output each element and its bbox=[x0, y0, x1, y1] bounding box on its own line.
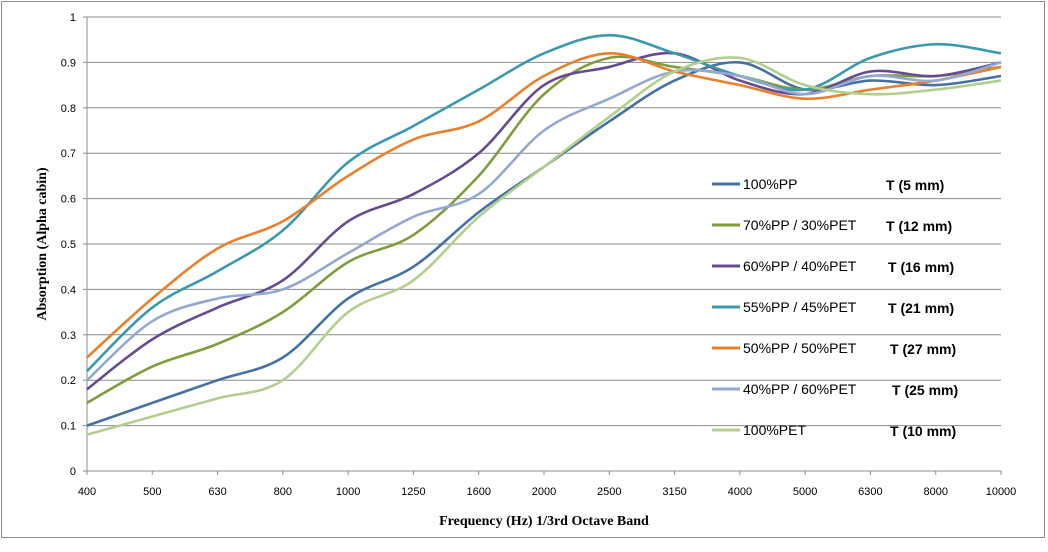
legend-thickness: T (10 mm) bbox=[890, 423, 956, 439]
x-tick-label: 6300 bbox=[858, 486, 882, 498]
legend-thickness: T (21 mm) bbox=[888, 300, 954, 316]
legend-label: 50%PP / 50%PET bbox=[743, 340, 857, 356]
legend-label: 70%PP / 30%PET bbox=[743, 217, 857, 233]
legend-label: 60%PP / 40%PET bbox=[743, 258, 857, 274]
x-tick-label: 10000 bbox=[986, 486, 1017, 498]
legend-label: 100%PP bbox=[743, 176, 797, 192]
x-tick-labels: 400 500 630 800 1000 1250 1600 2000 2500 3150 4000… bbox=[78, 486, 1016, 498]
series-line-7 bbox=[86, 56, 1002, 436]
x-tick-label: 5000 bbox=[793, 486, 817, 498]
x-tick-label: 4000 bbox=[728, 486, 752, 498]
x-axis-title: Frequency (Hz) 1/3rd Octave Band bbox=[439, 514, 649, 529]
x-tick-label: 2000 bbox=[532, 486, 556, 498]
y-axis-title: Absorption (Alpha cabin) bbox=[35, 167, 50, 321]
x-tick-label: 1250 bbox=[401, 486, 425, 498]
axes bbox=[86, 17, 1002, 475]
series-line-6 bbox=[86, 61, 1002, 382]
y-tick-label: 0 bbox=[70, 466, 76, 478]
series-line-3 bbox=[86, 51, 1002, 391]
x-tick-label: 400 bbox=[78, 486, 96, 498]
gridlines bbox=[83, 16, 1001, 472]
legend-thickness: T (27 mm) bbox=[890, 341, 956, 357]
y-tick-label: 0.3 bbox=[61, 330, 76, 342]
legend-label: 55%PP / 45%PET bbox=[743, 299, 857, 315]
x-tick-label: 3150 bbox=[662, 486, 686, 498]
y-tick-label: 0.7 bbox=[61, 148, 76, 160]
x-tick-label: 8000 bbox=[923, 486, 947, 498]
y-tick-label: 0.6 bbox=[61, 194, 76, 206]
legend-label: 100%PET bbox=[743, 422, 806, 438]
chart-frame bbox=[1, 1, 1045, 538]
x-tick-label: 630 bbox=[208, 486, 226, 498]
legend-label: 40%PP / 60%PET bbox=[743, 381, 857, 397]
legend-thickness: T (12 mm) bbox=[886, 218, 952, 234]
x-tick-label: 1600 bbox=[466, 486, 490, 498]
series-line-2 bbox=[86, 55, 1002, 405]
y-tick-label: 0.9 bbox=[61, 57, 76, 69]
y-tick-label: 0.8 bbox=[61, 103, 76, 115]
legend: 100%PP T (5 mm) 70%PP / 30%PET T (12 mm) 60%… bbox=[712, 176, 958, 439]
series-line-5 bbox=[86, 52, 1002, 359]
series-lines bbox=[86, 33, 1002, 436]
legend-thickness: T (5 mm) bbox=[886, 177, 944, 193]
y-tick-label: 0.1 bbox=[61, 421, 76, 433]
y-tick-label: 0.5 bbox=[61, 239, 76, 251]
y-tick-labels: 0 0.1 0.2 0.3 0.4 0.5 0.6 0.7 0.8 0.9 1 bbox=[61, 12, 76, 478]
x-tick-label: 500 bbox=[143, 486, 161, 498]
y-tick-label: 1 bbox=[70, 12, 76, 24]
y-tick-label: 0.4 bbox=[61, 284, 76, 296]
x-tick-label: 1000 bbox=[336, 486, 360, 498]
y-tick-label: 0.2 bbox=[61, 375, 76, 387]
x-tick-label: 2500 bbox=[597, 486, 621, 498]
legend-thickness: T (16 mm) bbox=[888, 259, 954, 275]
series-line-4 bbox=[86, 33, 1002, 373]
x-tick-label: 800 bbox=[274, 486, 292, 498]
legend-thickness: T (25 mm) bbox=[892, 382, 958, 398]
